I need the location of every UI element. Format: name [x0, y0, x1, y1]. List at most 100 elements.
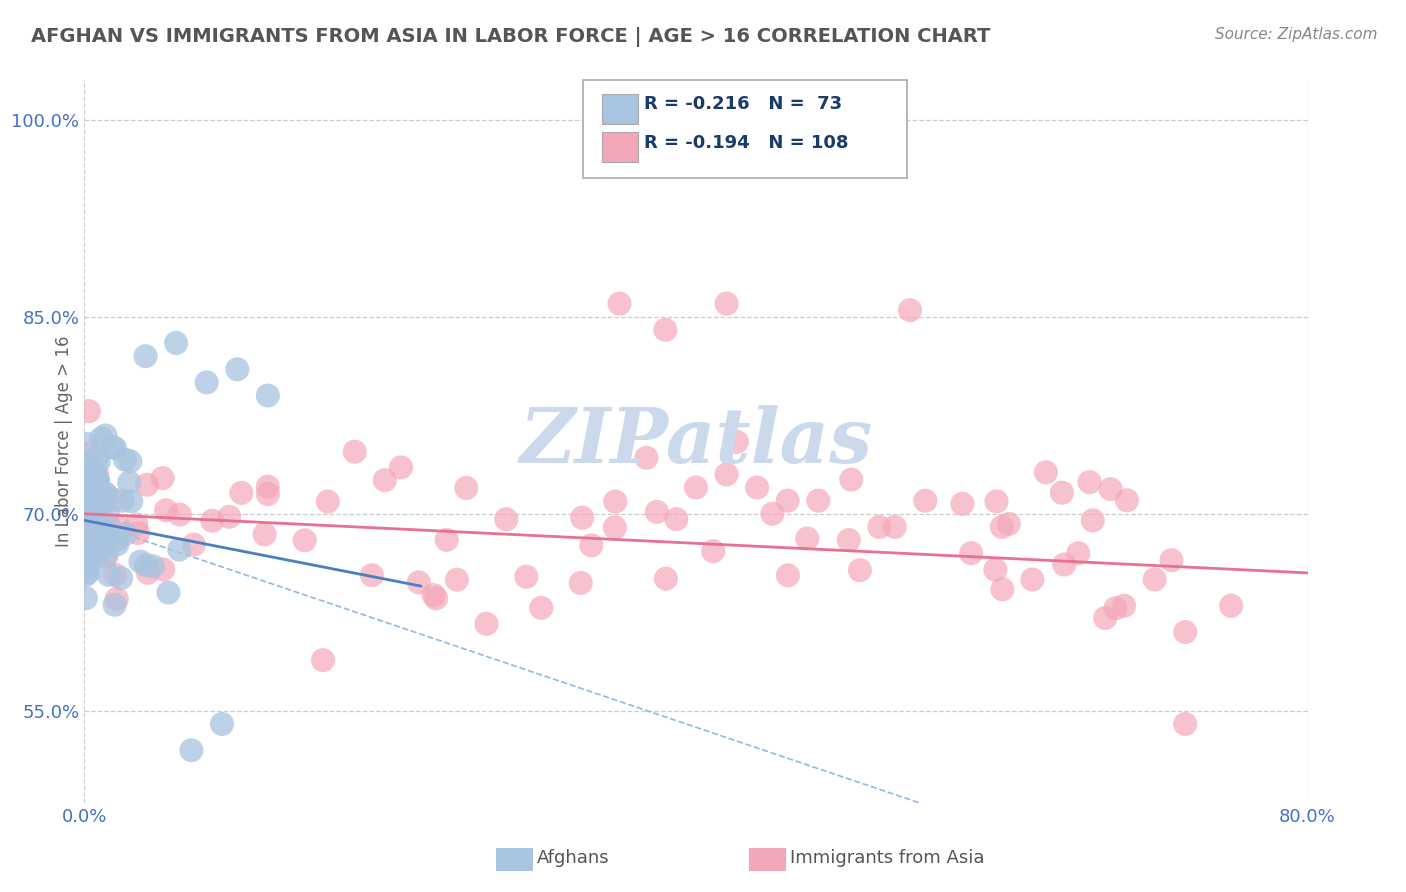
Point: [636, 450, 658, 465]
Point: [702, 544, 724, 558]
Point: [89, 519, 111, 533]
Point: [86, 467, 108, 482]
Point: [77, 489, 100, 503]
Point: [75, 505, 97, 519]
Point: [1021, 573, 1043, 587]
Point: [104, 492, 127, 507]
Point: [1116, 493, 1139, 508]
Point: [129, 555, 152, 569]
Point: [86, 549, 108, 563]
Point: [253, 527, 276, 541]
Point: [998, 516, 1021, 531]
Point: [83, 538, 105, 552]
Point: [77, 404, 100, 418]
Point: [180, 743, 202, 757]
Point: [82, 467, 104, 481]
Point: [655, 572, 678, 586]
Point: [475, 616, 498, 631]
Point: [1174, 717, 1197, 731]
Point: [87, 506, 110, 520]
Point: [94, 529, 117, 543]
Point: [776, 493, 799, 508]
Point: [91, 497, 114, 511]
Point: [389, 460, 412, 475]
Point: [76, 558, 98, 572]
Point: [101, 440, 124, 454]
Point: [1067, 546, 1090, 560]
Point: [75, 523, 97, 537]
Point: [609, 296, 631, 310]
Point: [77, 549, 100, 564]
Point: [82, 492, 104, 507]
Point: [183, 538, 205, 552]
Point: [201, 514, 224, 528]
Point: [1160, 553, 1182, 567]
Point: [231, 486, 253, 500]
Point: [569, 575, 592, 590]
Point: [80, 543, 103, 558]
Point: [136, 566, 159, 580]
Point: [167, 542, 190, 557]
Point: [79, 534, 101, 549]
Point: [89, 485, 111, 500]
Point: [361, 568, 384, 582]
Point: [515, 570, 537, 584]
Point: [571, 510, 593, 524]
Point: [218, 509, 240, 524]
Point: [725, 434, 748, 449]
Point: [316, 494, 339, 508]
Point: [1220, 599, 1243, 613]
Point: [838, 533, 860, 547]
Point: [77, 566, 100, 580]
Point: [456, 481, 478, 495]
Point: [1050, 485, 1073, 500]
Point: [991, 582, 1014, 597]
Point: [257, 480, 280, 494]
Text: AFGHAN VS IMMIGRANTS FROM ASIA IN LABOR FORCE | AGE > 16 CORRELATION CHART: AFGHAN VS IMMIGRANTS FROM ASIA IN LABOR …: [31, 27, 990, 46]
Point: [374, 473, 396, 487]
Point: [127, 526, 149, 541]
Point: [75, 515, 97, 529]
Point: [257, 487, 280, 501]
Point: [155, 503, 177, 517]
Point: [87, 455, 110, 469]
Point: [1143, 573, 1166, 587]
Point: [105, 533, 128, 547]
Point: [312, 653, 335, 667]
Point: [125, 517, 148, 532]
Point: [82, 473, 104, 487]
Text: Immigrants from Asia: Immigrants from Asia: [790, 849, 984, 867]
Point: [75, 498, 97, 512]
Point: [75, 568, 97, 582]
Point: [94, 535, 117, 549]
Point: [76, 487, 98, 501]
Point: [1053, 558, 1076, 572]
Point: [136, 477, 159, 491]
Point: [93, 532, 115, 546]
Point: [984, 563, 1007, 577]
Point: [1035, 465, 1057, 479]
Point: [86, 473, 108, 487]
Point: [114, 527, 136, 541]
Point: [83, 509, 105, 524]
Point: [152, 471, 174, 485]
Point: [80, 446, 103, 460]
Point: [89, 516, 111, 531]
Point: [104, 441, 127, 455]
Point: [495, 512, 517, 526]
Point: [97, 528, 120, 542]
Point: [79, 504, 101, 518]
Point: [89, 542, 111, 557]
Point: [869, 520, 891, 534]
Point: [97, 508, 120, 522]
Point: [530, 600, 553, 615]
Y-axis label: In Labor Force | Age > 16: In Labor Force | Age > 16: [55, 335, 73, 548]
Point: [195, 376, 218, 390]
Point: [75, 515, 97, 529]
Point: [135, 349, 157, 363]
Point: [685, 481, 707, 495]
Text: R = -0.194   N = 108: R = -0.194 N = 108: [644, 134, 848, 152]
Point: [77, 553, 100, 567]
Point: [83, 508, 105, 523]
Point: [807, 493, 830, 508]
